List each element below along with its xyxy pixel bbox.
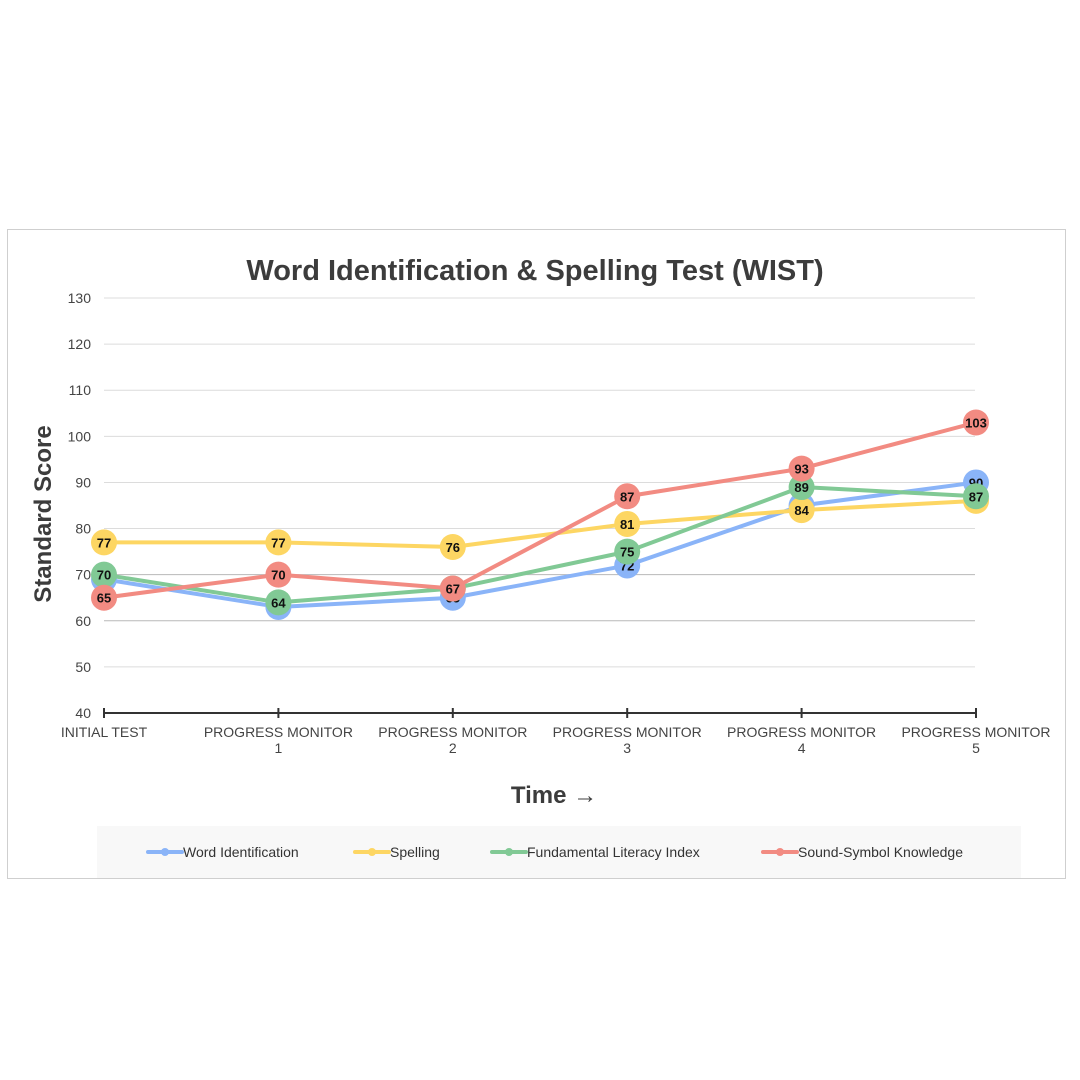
data-label: 64 (271, 595, 286, 610)
data-point (963, 483, 989, 510)
line-chart: Word Identification & Spelling Test (WIS… (30, 255, 1051, 878)
data-label: 87 (969, 489, 983, 504)
x-tick-label: PROGRESS MONITOR (901, 724, 1050, 740)
data-label: 87 (620, 489, 634, 504)
x-tick-label: 2 (449, 740, 457, 756)
y-axis-ticks: 40 50 60 70 80 90 100 110 120 130 (68, 290, 92, 721)
y-tick-label: 70 (75, 567, 91, 583)
data-point (788, 497, 815, 524)
x-tick-label: 1 (275, 740, 283, 756)
series-line (102, 498, 978, 549)
y-tick-label: 50 (75, 659, 91, 675)
series-sound-symbol-knowledge: 65 70 67 87 93 103 (91, 409, 989, 611)
legend-swatch-dot (161, 848, 169, 856)
series-word-identification: 696365728590 (91, 469, 989, 620)
data-label: 77 (97, 535, 111, 550)
data-point (614, 483, 641, 510)
y-tick-label: 60 (75, 613, 91, 629)
data-label: 93 (794, 462, 808, 477)
series: 6963657285907777768184867064677589876570… (91, 409, 989, 620)
legend-label: Word Identification (183, 844, 299, 860)
x-tick-label: PROGRESS MONITOR (378, 724, 527, 740)
data-point (614, 510, 641, 537)
series-line (102, 480, 978, 609)
legend-label: Spelling (390, 844, 440, 860)
series-fundamental-literacy-index: 70 64 67 75 89 87 (91, 474, 989, 616)
data-label: 89 (794, 480, 808, 495)
y-tick-label: 110 (69, 382, 92, 398)
data-label: 70 (271, 568, 285, 583)
y-axis-title: Standard Score (30, 425, 57, 602)
legend-item[interactable]: Spelling (353, 844, 440, 860)
x-tick-label: PROGRESS MONITOR (727, 724, 876, 740)
data-label: 103 (965, 416, 987, 431)
legend-label: Fundamental Literacy Index (527, 844, 700, 860)
legend[interactable]: Word Identification Spelling Fundamental L… (97, 826, 1021, 878)
data-point (91, 584, 117, 611)
legend-item[interactable]: Sound-Symbol Knowledge (761, 844, 963, 860)
x-tick-label: INITIAL TEST (61, 724, 148, 740)
y-tick-label: 100 (68, 428, 92, 444)
data-label: 84 (794, 503, 809, 518)
data-label: 65 (97, 591, 111, 606)
x-tick-label: 4 (798, 740, 806, 756)
chart-card: Word Identification & Spelling Test (WIS… (7, 229, 1066, 879)
y-tick-label: 40 (75, 705, 91, 721)
data-label: 70 (97, 568, 111, 583)
data-point (265, 589, 292, 616)
y-tick-label: 90 (75, 474, 91, 490)
data-point (265, 529, 292, 556)
data-label: 77 (271, 535, 285, 550)
x-tick-label: 3 (623, 740, 631, 756)
y-tick-label: 120 (68, 336, 92, 352)
legend-swatch-dot (505, 848, 513, 856)
data-point (91, 529, 117, 556)
y-tick-label: 130 (68, 290, 92, 306)
data-point (439, 575, 466, 602)
data-label: 76 (446, 540, 460, 555)
data-point (439, 534, 466, 560)
legend-background (97, 826, 1021, 878)
y-tick-label: 80 (75, 521, 91, 537)
legend-item[interactable]: Word Identification (146, 844, 299, 860)
data-point (91, 561, 117, 588)
x-axis-title: Time → (511, 782, 597, 809)
x-tick-label: PROGRESS MONITOR (553, 724, 702, 740)
data-point (963, 409, 989, 436)
legend-swatch-dot (368, 848, 376, 856)
chart-title: Word Identification & Spelling Test (WIS… (246, 255, 823, 287)
data-point (788, 455, 815, 482)
data-label: 67 (446, 582, 460, 597)
series-line (102, 485, 978, 605)
x-tick-label: 5 (972, 740, 980, 756)
gridlines (104, 297, 975, 668)
data-point (788, 474, 815, 501)
data-point (614, 538, 641, 565)
x-tick-label: PROGRESS MONITOR (204, 724, 353, 740)
legend-item[interactable]: Fundamental Literacy Index (490, 844, 700, 860)
legend-label: Sound-Symbol Knowledge (798, 844, 963, 860)
legend-swatch-dot (776, 848, 784, 856)
data-point (265, 561, 292, 588)
data-label: 81 (620, 517, 634, 532)
series-spelling: 777776818486 (91, 487, 989, 560)
series-line (102, 420, 978, 600)
data-label: 75 (620, 545, 634, 560)
